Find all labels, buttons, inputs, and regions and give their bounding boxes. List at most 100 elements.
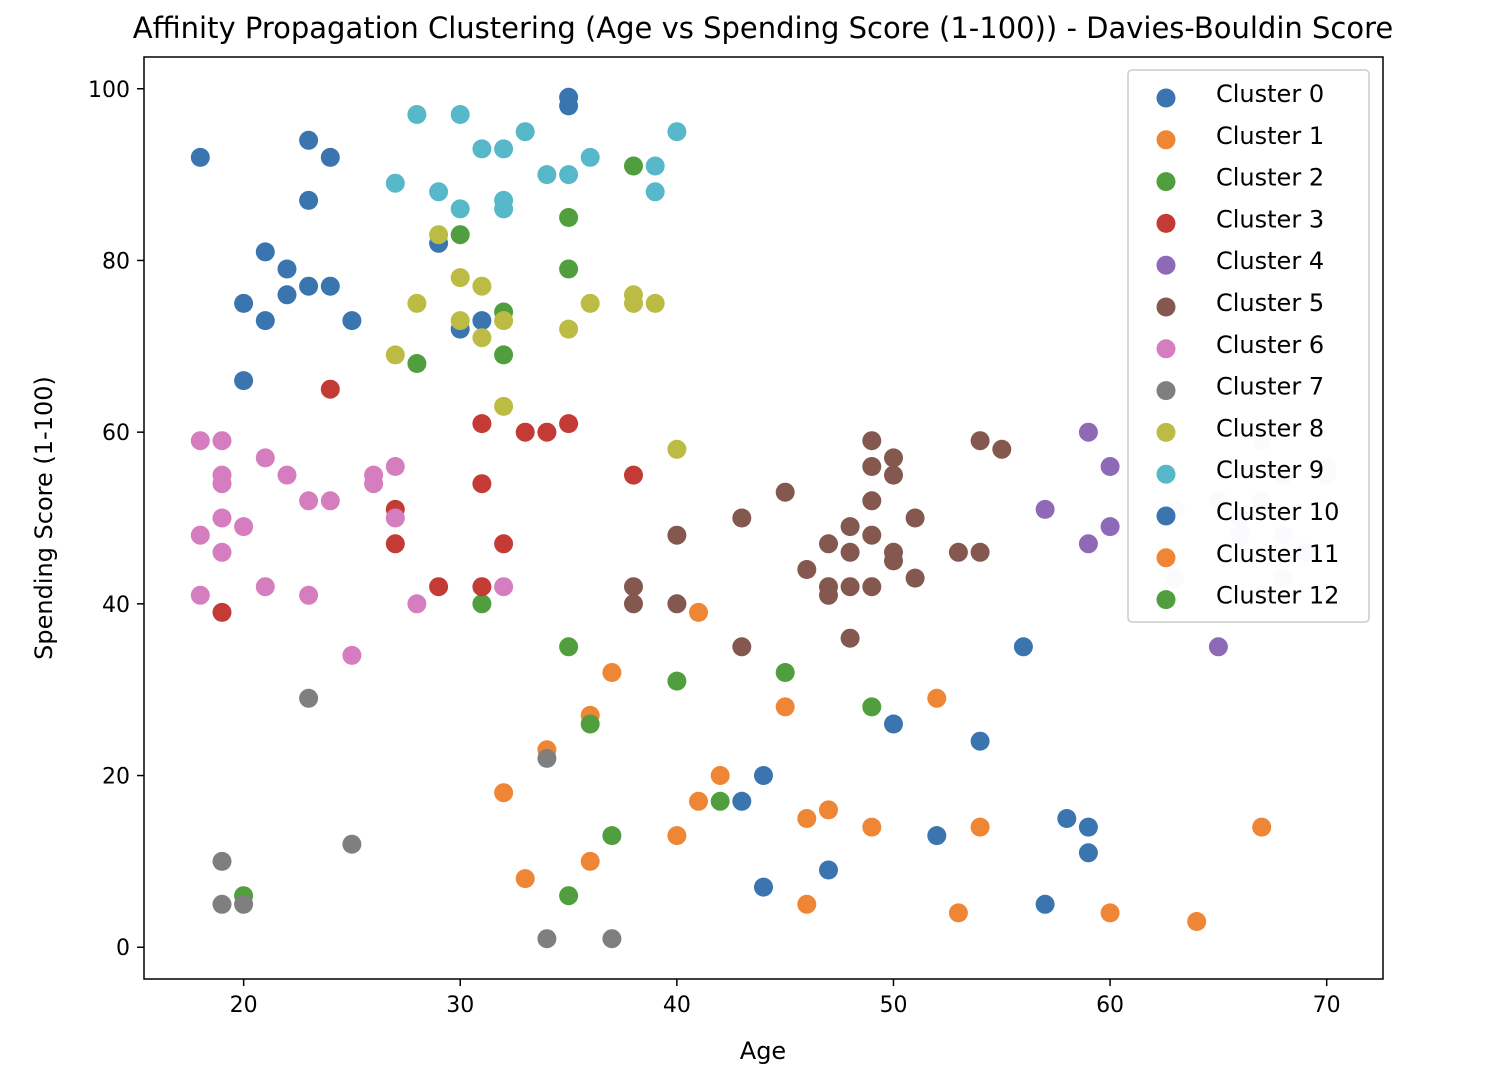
point-series-1-19 xyxy=(1187,912,1207,931)
point-series-6-12 xyxy=(385,508,405,528)
point-series-8-13 xyxy=(494,396,514,416)
point-series-9-7 xyxy=(645,156,665,176)
point-series-6-15 xyxy=(212,542,232,562)
legend-entry: Cluster 4 xyxy=(1216,247,1324,275)
point-series-1-0 xyxy=(689,602,708,622)
point-series-8-14 xyxy=(667,439,687,459)
point-series-5-5 xyxy=(884,465,903,485)
point-series-4-4 xyxy=(1100,517,1120,537)
point-series-0-7 xyxy=(320,276,340,296)
point-series-10-1 xyxy=(884,714,903,734)
point-series-0-2 xyxy=(320,147,340,167)
x-tick-label: 20 xyxy=(230,993,258,1018)
point-series-6-7 xyxy=(212,474,232,494)
point-series-8-4 xyxy=(407,293,427,313)
point-series-5-12 xyxy=(840,517,860,537)
point-series-5-24 xyxy=(862,577,882,597)
point-series-2-0 xyxy=(624,156,643,176)
point-series-9-1 xyxy=(450,105,470,124)
point-series-6-11 xyxy=(212,508,232,528)
point-series-10-4 xyxy=(732,791,752,811)
point-series-9-2 xyxy=(515,122,535,142)
point-series-10-9 xyxy=(819,860,838,880)
legend-marker xyxy=(1156,172,1176,192)
point-series-5-11 xyxy=(862,525,882,545)
point-series-9-4 xyxy=(472,139,492,159)
point-series-1-15 xyxy=(927,688,947,708)
legend-marker xyxy=(1156,255,1176,275)
point-series-9-12 xyxy=(645,182,665,202)
point-series-1-11 xyxy=(797,809,817,828)
point-series-9-0 xyxy=(407,105,427,124)
point-series-5-0 xyxy=(862,431,882,451)
point-series-6-16 xyxy=(255,577,275,597)
point-series-5-7 xyxy=(862,491,882,511)
point-series-0-15 xyxy=(472,311,492,331)
legend-marker xyxy=(1156,548,1176,568)
legend-marker xyxy=(1156,464,1176,484)
point-series-5-6 xyxy=(775,482,795,502)
point-series-9-14 xyxy=(450,199,470,219)
plot-frame xyxy=(143,56,1384,980)
point-series-7-2 xyxy=(342,834,362,854)
point-series-0-8 xyxy=(277,285,297,305)
y-tick-label: 20 xyxy=(102,765,130,790)
point-series-5-9 xyxy=(905,508,925,528)
point-series-2-9 xyxy=(580,714,600,734)
point-series-1-5 xyxy=(515,869,535,889)
point-series-2-6 xyxy=(494,345,514,365)
data-points xyxy=(190,87,1337,949)
point-series-9-15 xyxy=(494,199,514,219)
legend-entry: Cluster 3 xyxy=(1216,205,1324,233)
point-series-5-16 xyxy=(948,542,968,562)
point-series-5-4 xyxy=(884,448,903,468)
point-series-0-5 xyxy=(277,259,297,279)
point-series-1-13 xyxy=(797,894,817,914)
point-series-6-18 xyxy=(190,585,210,605)
legend-entry: Cluster 0 xyxy=(1216,80,1324,108)
point-series-4-1 xyxy=(1100,457,1120,476)
point-series-3-10 xyxy=(429,577,449,597)
legend-entry: Cluster 6 xyxy=(1216,331,1324,359)
point-series-6-2 xyxy=(255,448,275,468)
point-series-1-1 xyxy=(602,663,622,682)
point-series-10-6 xyxy=(1078,817,1098,837)
point-series-5-15 xyxy=(840,542,860,562)
point-series-4-0 xyxy=(1078,422,1098,442)
point-series-8-1 xyxy=(450,268,470,288)
point-series-6-8 xyxy=(364,474,384,494)
point-series-8-2 xyxy=(472,276,492,296)
point-series-5-1 xyxy=(970,431,990,451)
x-axis: 20 30 40 50 60 70 xyxy=(230,979,1341,1018)
point-series-1-9 xyxy=(710,766,730,785)
point-series-10-2 xyxy=(970,731,990,751)
point-series-4-3 xyxy=(1078,534,1098,554)
point-series-6-19 xyxy=(299,585,319,605)
legend-entry: Cluster 7 xyxy=(1216,373,1324,401)
point-series-7-7 xyxy=(602,929,622,949)
point-series-10-11 xyxy=(1035,894,1055,914)
point-series-3-6 xyxy=(624,465,643,485)
point-series-2-13 xyxy=(710,791,730,811)
legend-marker xyxy=(1156,506,1176,526)
y-axis: 0 20 40 60 80 100 xyxy=(88,78,144,961)
legend-marker xyxy=(1156,213,1176,233)
point-series-6-21 xyxy=(342,645,362,665)
point-series-4-5 xyxy=(1208,637,1228,657)
point-series-6-20 xyxy=(407,594,427,614)
point-series-1-4 xyxy=(494,783,514,803)
point-series-1-20 xyxy=(1252,817,1272,837)
point-series-7-5 xyxy=(234,894,254,914)
point-series-5-25 xyxy=(819,585,838,605)
point-series-7-3 xyxy=(212,851,232,871)
point-series-0-6 xyxy=(299,276,319,296)
point-series-5-21 xyxy=(624,577,643,597)
point-series-7-0 xyxy=(299,688,319,708)
legend-entry: Cluster 11 xyxy=(1216,540,1339,568)
point-series-2-3 xyxy=(559,259,579,279)
point-series-6-4 xyxy=(277,465,297,485)
point-series-7-4 xyxy=(212,894,232,914)
y-tick-label: 100 xyxy=(88,78,130,103)
point-series-5-26 xyxy=(624,594,643,614)
